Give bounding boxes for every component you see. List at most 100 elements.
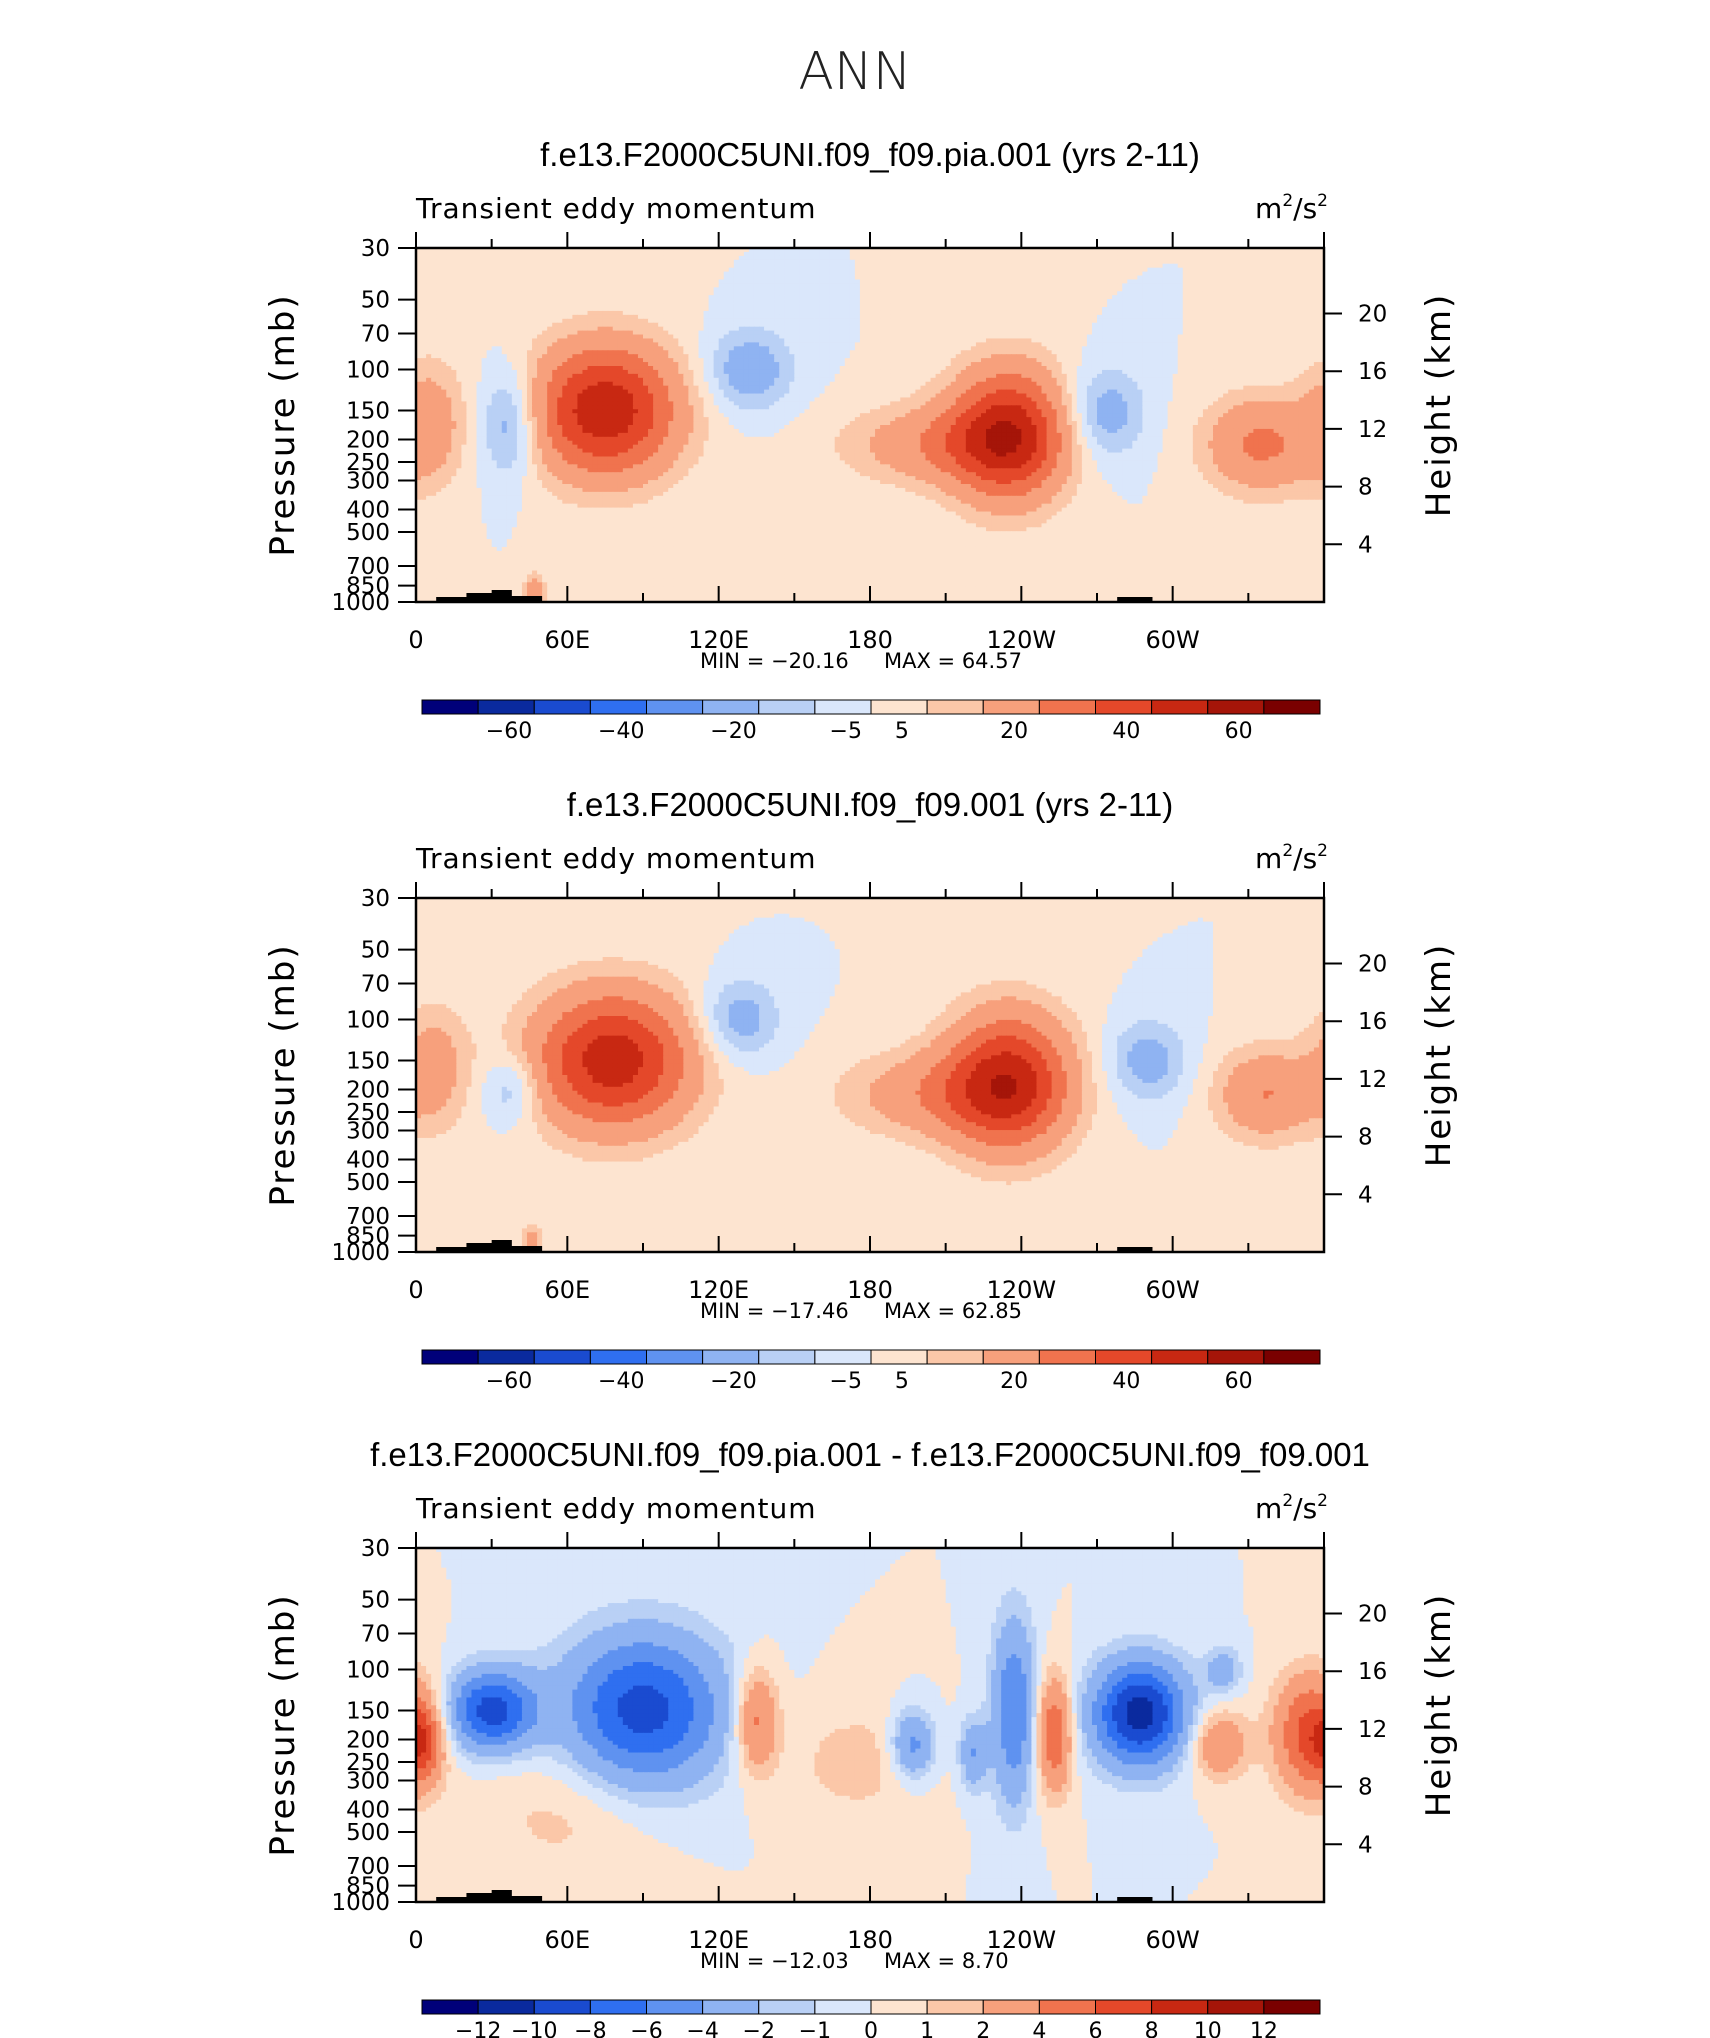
colorbar: −60 −40 −20 −5 5 20 40 60 xyxy=(421,1349,1321,1394)
colorbar-swatch xyxy=(421,1349,479,1365)
x-tick-label: 180 xyxy=(847,626,893,654)
colorbar-swatch xyxy=(421,699,479,715)
colorbar-swatch xyxy=(982,699,1040,715)
y-axis-label: Pressure (mb) xyxy=(263,293,303,556)
units-label: m2/s2 xyxy=(1255,841,1328,875)
units-label: m2/s2 xyxy=(1255,1491,1328,1525)
y2-tick-label: 8 xyxy=(1358,1775,1373,1801)
y2-tick-label: 20 xyxy=(1358,1602,1387,1628)
y-tick-label: 150 xyxy=(346,1698,390,1724)
y2-tick-label: 12 xyxy=(1358,1717,1387,1743)
y-tick-label: 50 xyxy=(361,1588,390,1614)
y2-axis-label: Height (km) xyxy=(1419,1593,1459,1818)
contour-panel-3: f.e13.F2000C5UNI.f09_f09.pia.001 - f.e13… xyxy=(263,1436,1459,2038)
colorbar-swatch xyxy=(646,1349,704,1365)
y-tick-label: 300 xyxy=(346,1768,390,1794)
colorbar-swatch xyxy=(702,1999,760,2015)
colorbar-swatch xyxy=(1263,1999,1321,2015)
colorbar-swatch xyxy=(589,1999,647,2015)
colorbar-tick-label: 20 xyxy=(1000,719,1028,744)
y-axis-label: Pressure (mb) xyxy=(263,1593,303,1856)
x-tick-label: 0 xyxy=(408,626,423,654)
colorbar-tick-label: 1 xyxy=(920,2019,934,2038)
panel-title: f.e13.F2000C5UNI.f09_f09.001 (yrs 2-11) xyxy=(567,786,1174,823)
y2-tick-label: 4 xyxy=(1358,532,1373,558)
colorbar: −60 −40 −20 −5 5 20 40 60 xyxy=(421,699,1321,744)
y-axis-label: Pressure (mb) xyxy=(263,943,303,1206)
y-tick-label: 1000 xyxy=(331,590,390,616)
colorbar-swatch xyxy=(589,699,647,715)
x-tick-label: 60E xyxy=(544,1926,590,1954)
contour-panel-2: f.e13.F2000C5UNI.f09_f09.001 (yrs 2-11) T… xyxy=(263,786,1459,1394)
y-tick-label: 70 xyxy=(361,1622,390,1648)
x-tick-label: 60W xyxy=(1146,1926,1200,1954)
y-tick-label: 250 xyxy=(346,450,390,476)
colorbar-swatch xyxy=(477,699,535,715)
colorbar-swatch xyxy=(870,1999,928,2015)
x-tick-label: 180 xyxy=(847,1276,893,1304)
units-label: m2/s2 xyxy=(1255,191,1328,225)
y-tick-label: 150 xyxy=(346,1048,390,1074)
colorbar-tick-label: 20 xyxy=(1000,1369,1028,1394)
colorbar-swatch xyxy=(982,1999,1040,2015)
colorbar-swatch xyxy=(1095,1999,1153,2015)
y-tick-label: 500 xyxy=(346,520,390,546)
colorbar-swatch xyxy=(1038,699,1096,715)
contour-fill xyxy=(416,248,1325,603)
colorbar-tick-label: −10 xyxy=(511,2019,557,2038)
x-tick-label: 60W xyxy=(1146,626,1200,654)
colorbar-tick-label: −20 xyxy=(710,1369,756,1394)
y-tick-label: 70 xyxy=(361,322,390,348)
y-tick-label: 850 xyxy=(346,574,390,600)
colorbar-swatch xyxy=(1038,1349,1096,1365)
y-tick-label: 400 xyxy=(346,1147,390,1173)
y2-tick-label: 16 xyxy=(1358,1009,1387,1035)
y-tick-label: 50 xyxy=(361,288,390,314)
min-label: MIN = −12.03 xyxy=(700,1949,849,1973)
y2-axis-label: Height (km) xyxy=(1419,943,1459,1168)
panel-subtitle: Transient eddy momentum xyxy=(415,192,817,225)
x-tick-label: 120W xyxy=(987,1926,1057,1954)
colorbar-swatch xyxy=(926,1999,984,2015)
colorbar-swatch xyxy=(1207,1349,1265,1365)
x-tick-label: 0 xyxy=(408,1276,423,1304)
y-tick-label: 700 xyxy=(346,1854,390,1880)
colorbar-swatch xyxy=(1038,1999,1096,2015)
colorbar-swatch xyxy=(814,699,872,715)
colorbar-tick-label: 12 xyxy=(1250,2019,1278,2038)
y-tick-label: 1000 xyxy=(331,1240,390,1266)
colorbar-swatch xyxy=(702,699,760,715)
y2-tick-label: 16 xyxy=(1358,1659,1387,1685)
colorbar-tick-label: 40 xyxy=(1112,719,1140,744)
colorbar-swatch xyxy=(758,699,816,715)
colorbar-swatch xyxy=(1207,699,1265,715)
x-tick-label: 120E xyxy=(688,1276,749,1304)
y2-axis-label: Height (km) xyxy=(1419,293,1459,518)
max-label: MAX = 8.70 xyxy=(884,1949,1009,1973)
page-title: ANN xyxy=(0,42,1710,102)
contour-fill xyxy=(416,1548,1325,1903)
colorbar-swatch xyxy=(533,699,591,715)
colorbar-tick-label: 2 xyxy=(976,2019,990,2038)
y-tick-label: 30 xyxy=(361,236,390,262)
y-tick-label: 30 xyxy=(361,1536,390,1562)
colorbar-swatch xyxy=(758,1999,816,2015)
y-tick-label: 100 xyxy=(346,358,390,384)
x-tick-label: 120E xyxy=(688,626,749,654)
colorbar-tick-label: 5 xyxy=(895,1369,909,1394)
y2-tick-label: 4 xyxy=(1358,1182,1373,1208)
panel-title: f.e13.F2000C5UNI.f09_f09.pia.001 - f.e13… xyxy=(370,1436,1370,1473)
colorbar-swatch xyxy=(533,1349,591,1365)
panel-subtitle: Transient eddy momentum xyxy=(415,842,817,875)
y-tick-label: 500 xyxy=(346,1820,390,1846)
colorbar-tick-label: −5 xyxy=(830,719,862,744)
y-tick-label: 70 xyxy=(361,972,390,998)
colorbar-swatch xyxy=(702,1349,760,1365)
min-label: MIN = −20.16 xyxy=(700,649,849,673)
colorbar-tick-label: −4 xyxy=(686,2019,718,2038)
y-tick-label: 700 xyxy=(346,554,390,580)
y-tick-label: 250 xyxy=(346,1750,390,1776)
colorbar-swatch xyxy=(477,1999,535,2015)
panel-subtitle: Transient eddy momentum xyxy=(415,1492,817,1525)
y2-tick-label: 12 xyxy=(1358,1067,1387,1093)
